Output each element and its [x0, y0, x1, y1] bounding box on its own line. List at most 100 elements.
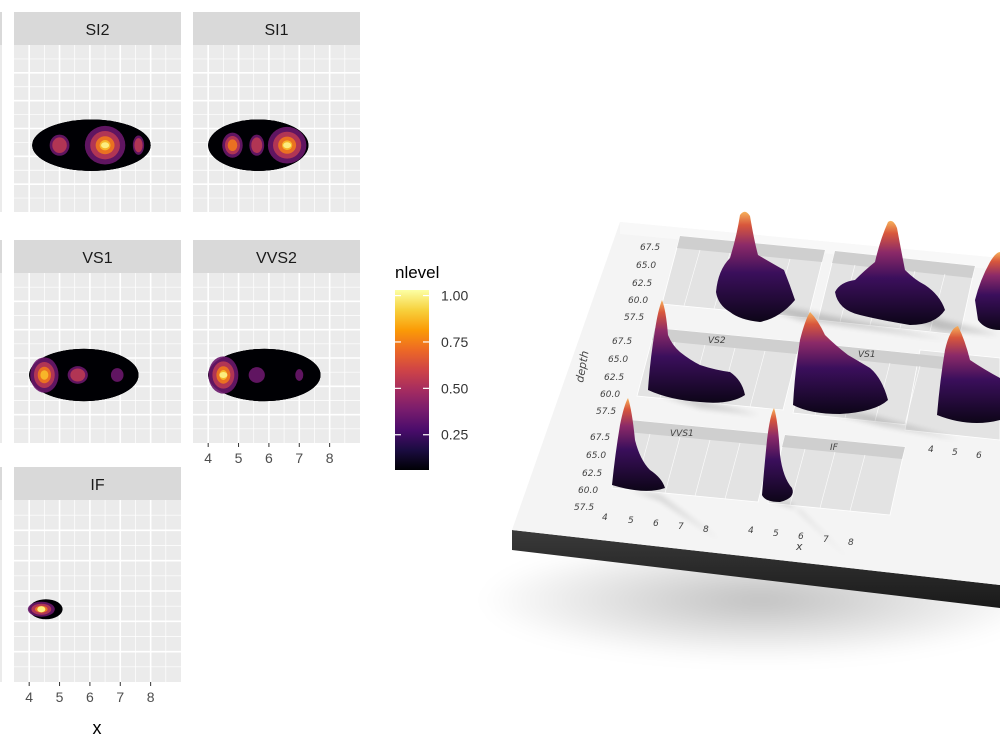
svg-text:60.0: 60.0 — [578, 486, 598, 496]
x-tick-label: 4 — [25, 689, 33, 705]
svg-text:7: 7 — [678, 522, 684, 532]
peak-si2 — [716, 211, 795, 322]
density-area — [208, 119, 309, 171]
x-tick-label: 4 — [204, 450, 212, 466]
svg-text:65.0: 65.0 — [636, 261, 656, 271]
density-area — [29, 348, 139, 402]
peak-si1 — [835, 220, 945, 325]
svg-text:65.0: 65.0 — [586, 451, 606, 461]
svg-text:60.0: 60.0 — [600, 390, 620, 400]
svg-text:6: 6 — [653, 519, 659, 529]
y-ticks-3d-top: 67.5 65.0 62.5 60.0 57.5 — [624, 243, 660, 323]
x-tick-label: 6 — [265, 450, 273, 466]
svg-text:4: 4 — [928, 445, 934, 455]
svg-text:6: 6 — [976, 451, 982, 461]
density-area — [27, 599, 63, 620]
legend-tick-label: 0.50 — [441, 380, 468, 396]
svg-text:5: 5 — [628, 516, 634, 526]
density-contour — [219, 372, 228, 378]
density-contour — [248, 367, 265, 383]
render-3d: VS2 VS1 VVS1 IF 67.5 65.0 62.5 60.0 57.5… — [480, 211, 1000, 660]
facet-strip — [14, 240, 181, 273]
x-axis-ticks: 4 5 6 7 8 — [204, 443, 334, 466]
svg-text:8: 8 — [848, 538, 854, 548]
peak-vs1 — [793, 312, 888, 414]
peaks-3d — [612, 211, 1000, 502]
strip-3d-vs1: VS1 — [858, 350, 876, 360]
y-axis-title-3d: depth — [573, 350, 591, 384]
facet-grid: SI2 SI1 VS1 VVS2 4 5 6 7 8 IF 4 5 6 7 8 — [0, 12, 360, 705]
x-tick-label: 8 — [326, 450, 334, 466]
density-contour — [134, 138, 143, 153]
peak-vvs1 — [612, 398, 665, 491]
density-contour — [70, 368, 86, 382]
peak-right-mid — [937, 326, 1000, 424]
facet-strip-label: IF — [90, 477, 104, 494]
svg-text:57.5: 57.5 — [574, 503, 594, 513]
legend-colorbar — [395, 290, 429, 470]
density-area — [32, 119, 151, 171]
svg-text:4: 4 — [748, 526, 754, 536]
svg-text:5: 5 — [952, 448, 958, 458]
legend-tick-label: 1.00 — [441, 288, 468, 304]
svg-text:65.0: 65.0 — [608, 355, 628, 365]
svg-text:7: 7 — [823, 535, 829, 545]
density-contour — [101, 142, 110, 149]
facet-strip — [193, 12, 360, 45]
y-ticks-3d-mid: 67.5 65.0 62.5 60.0 57.5 — [596, 337, 632, 417]
facet-strip — [193, 240, 360, 273]
cut-off-panel-column — [0, 12, 2, 682]
x-axis-title-3d: x — [795, 540, 803, 553]
x-axis-ticks: 4 5 6 7 8 — [25, 682, 155, 705]
density-area — [208, 348, 321, 402]
legend: nlevel 1.00 0.75 0.50 0.25 — [395, 263, 468, 470]
svg-text:6: 6 — [798, 532, 804, 542]
svg-text:67.5: 67.5 — [590, 433, 610, 443]
facet-panel-vvs2: VVS2 4 5 6 7 8 — [193, 240, 360, 466]
panel-grid — [14, 500, 181, 682]
x-tick-label: 8 — [147, 689, 155, 705]
peak-right-top — [975, 252, 1000, 330]
facet-strip-label: VS1 — [82, 250, 112, 267]
facet-panel-si2: SI2 — [14, 12, 181, 212]
svg-text:4: 4 — [602, 513, 608, 523]
density-contour — [110, 368, 124, 382]
facet-panel-vs1: VS1 — [14, 240, 181, 443]
svg-text:60.0: 60.0 — [628, 296, 648, 306]
facet-strip — [14, 12, 181, 45]
svg-text:62.5: 62.5 — [604, 373, 624, 383]
x-tick-label: 7 — [116, 689, 124, 705]
strip-3d-vs2: VS2 — [708, 336, 726, 346]
svg-text:62.5: 62.5 — [582, 469, 602, 479]
peak-if — [762, 408, 793, 502]
svg-text:5: 5 — [773, 529, 779, 539]
x-tick-label: 7 — [295, 450, 303, 466]
density-contour — [283, 142, 292, 149]
y-ticks-3d-bottom: 67.5 65.0 62.5 60.0 57.5 — [574, 433, 610, 513]
density-contour — [227, 139, 238, 152]
x-tick-label: 5 — [235, 450, 243, 466]
svg-text:57.5: 57.5 — [596, 407, 616, 417]
strip-3d-vvs1: VVS1 — [670, 429, 694, 439]
x-axis-title: x — [93, 718, 102, 738]
legend-title: nlevel — [395, 263, 439, 282]
slab-side — [512, 530, 1000, 608]
facet-strip-label: VVS2 — [256, 250, 297, 267]
legend-ticks: 1.00 0.75 0.50 0.25 — [395, 288, 468, 443]
facet-strip — [14, 467, 181, 500]
x-ticks-3d-mid: 4 5 6 7 8 — [748, 526, 854, 548]
x-tick-label: 6 — [86, 689, 94, 705]
peak-vs2 — [648, 300, 745, 403]
svg-text:62.5: 62.5 — [632, 279, 652, 289]
facet-panel-si1: SI1 — [193, 12, 360, 212]
x-tick-label: 5 — [56, 689, 64, 705]
strip-3d-if: IF — [830, 443, 839, 453]
svg-text:57.5: 57.5 — [624, 313, 644, 323]
facet-strip-label: SI1 — [264, 22, 288, 39]
density-contour — [37, 606, 46, 613]
x-ticks-3d-right: 4 5 6 — [928, 445, 982, 461]
facet-strip-label: SI2 — [85, 22, 109, 39]
density-contour — [251, 137, 263, 153]
svg-text:67.5: 67.5 — [640, 243, 660, 253]
